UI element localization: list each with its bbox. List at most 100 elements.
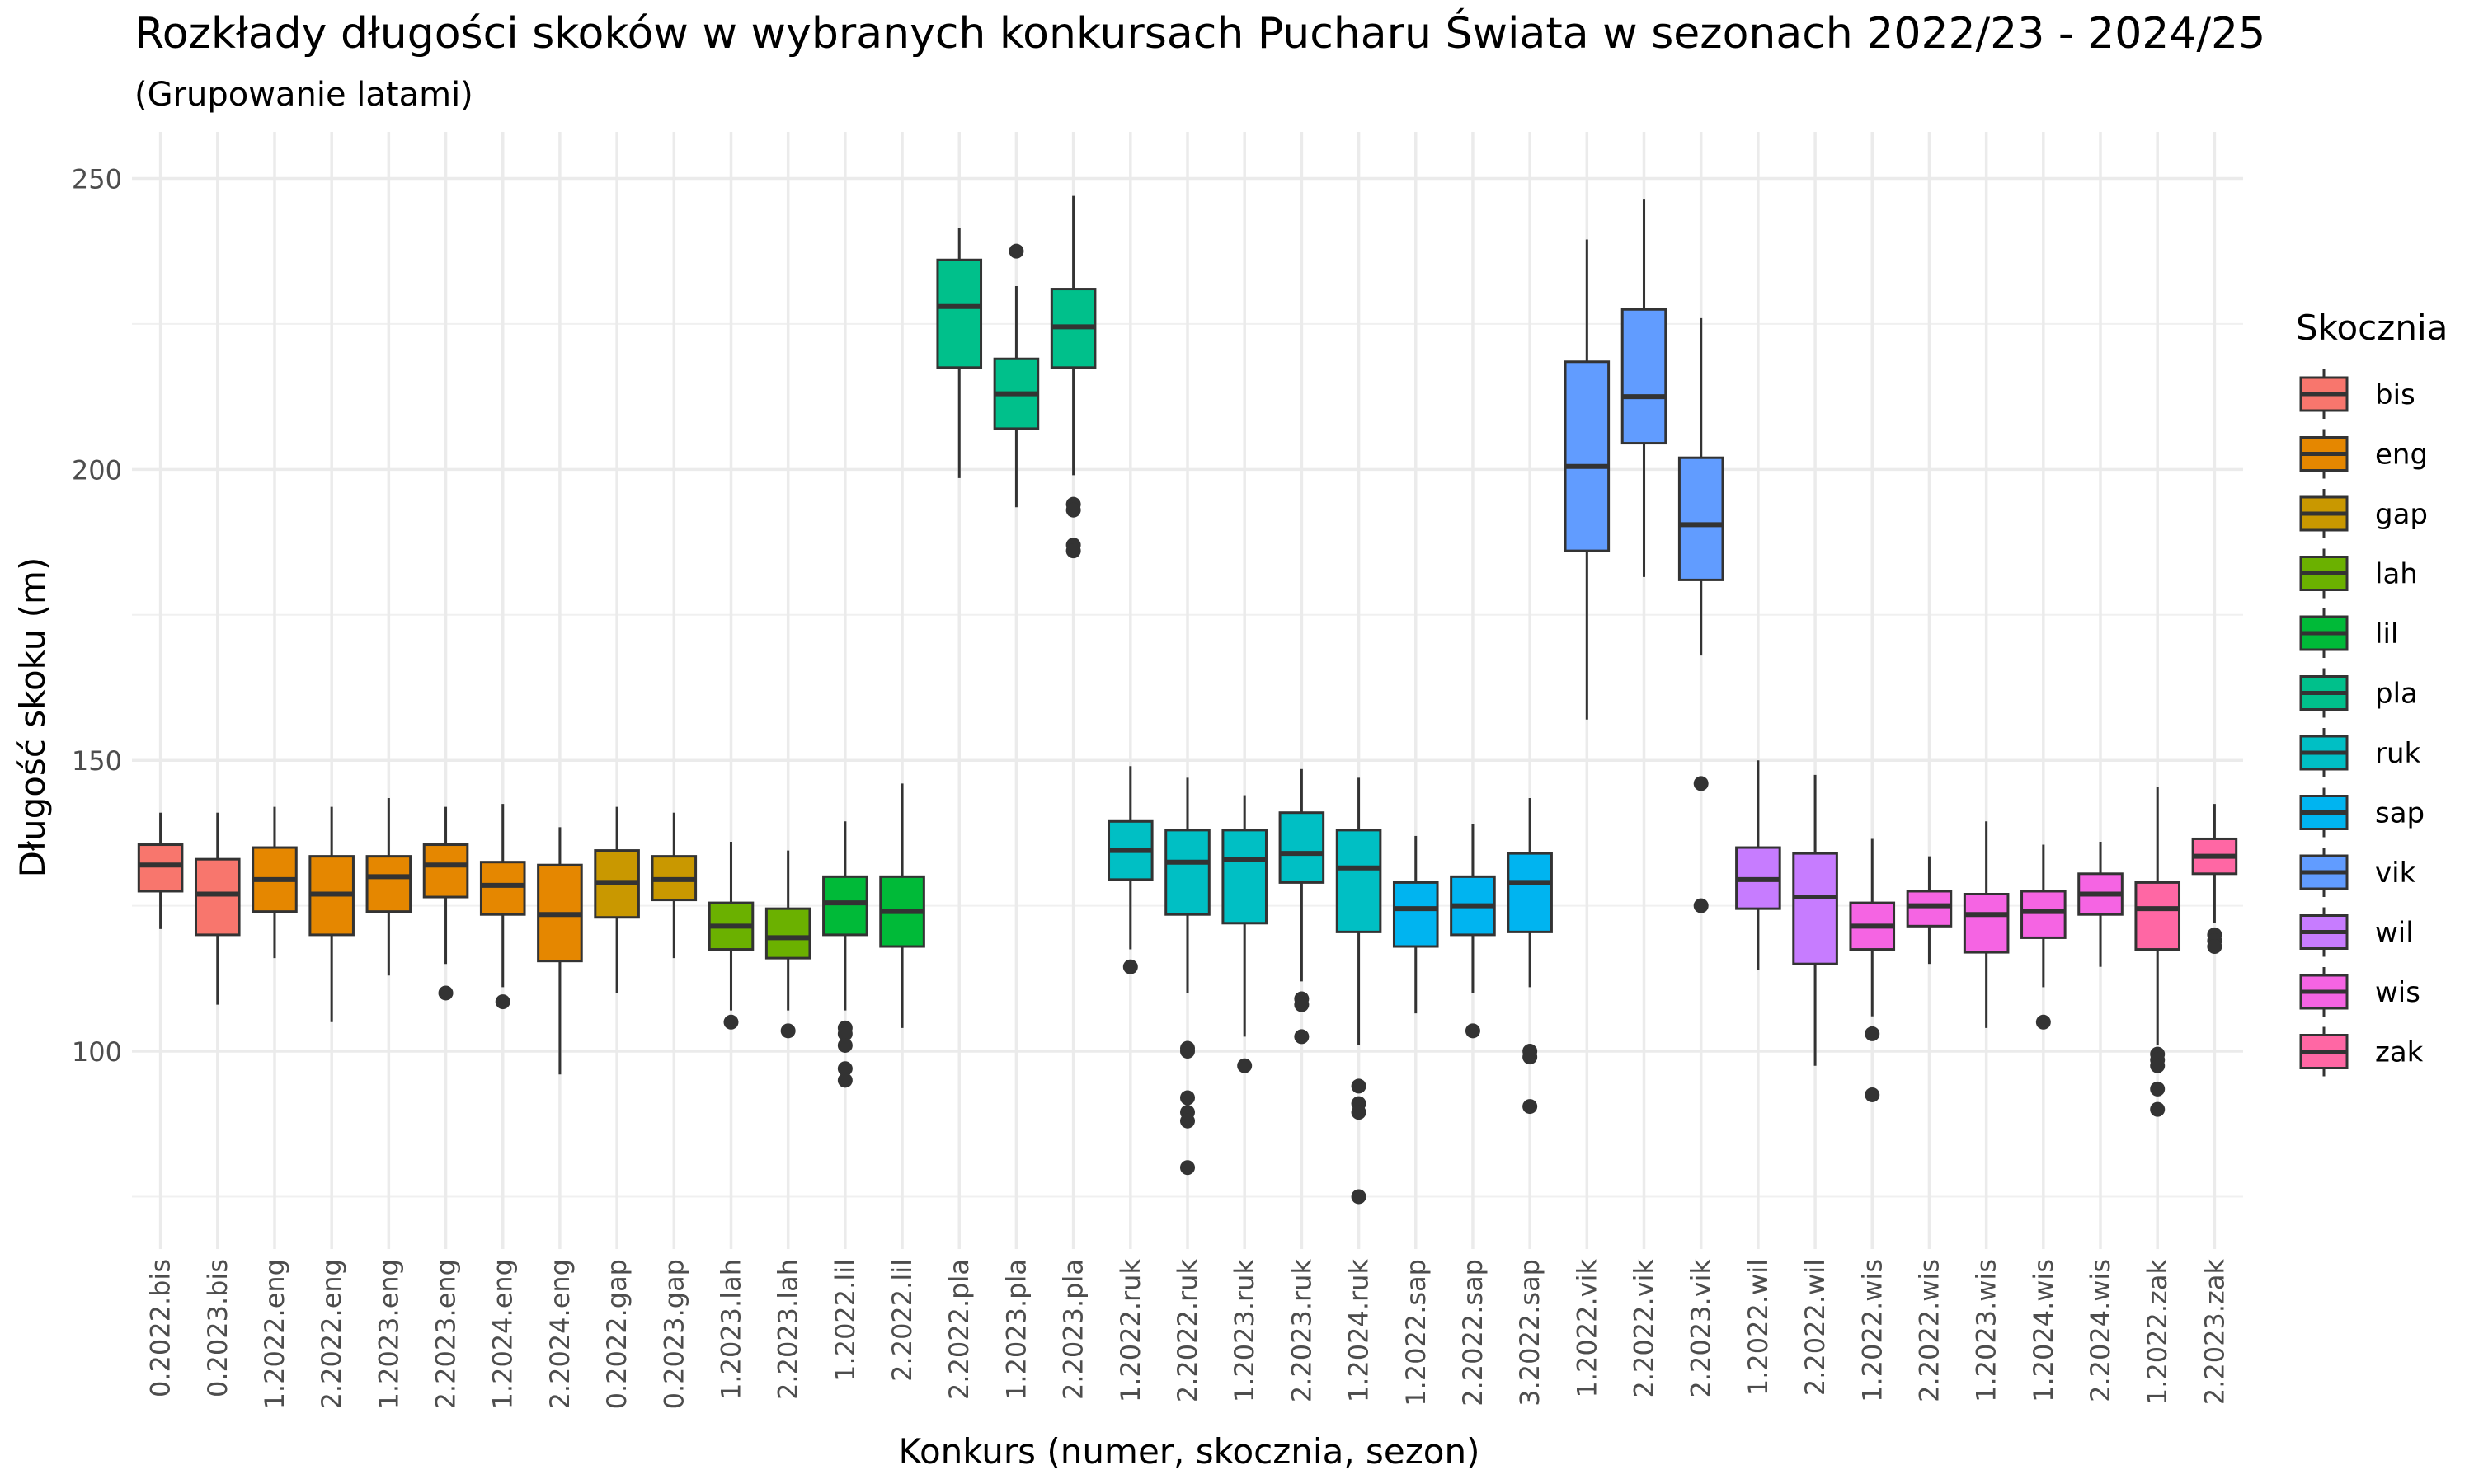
legend-item-gap: gap (2299, 489, 2428, 538)
outlier-point (2150, 1058, 2166, 1073)
outlier-point (1693, 776, 1709, 791)
x-tick-label: 2.2022.lil (887, 1259, 918, 1382)
outlier-point (2150, 1081, 2166, 1097)
box-1.2022.eng (252, 806, 298, 959)
legend: bis eng gap lah lil pla ruk sap vik wil wis zak (2299, 369, 2428, 1077)
box-2.2022.lil (879, 783, 925, 1028)
outlier-point (2207, 939, 2222, 955)
x-tick-label: 1.2022.sap (1400, 1259, 1432, 1407)
legend-item-eng: eng (2299, 429, 2428, 479)
x-tick-label: 2.2024.eng (544, 1259, 576, 1409)
box-2.2023.pla (1050, 195, 1097, 559)
outlier-point (780, 1023, 796, 1039)
x-tick-label: 1.2022.lil (830, 1259, 861, 1382)
y-tick-label: 150 (72, 745, 122, 777)
box-1.2023.pla (993, 243, 1040, 508)
outlier-point (1122, 959, 1138, 974)
x-tick-label: 1.2024.wis (2028, 1259, 2059, 1402)
box-1.2023.eng (365, 798, 412, 976)
box-body (1677, 456, 1724, 581)
legend-title: Skocznia (2296, 308, 2448, 348)
x-tick-label: 1.2023.lah (715, 1259, 746, 1400)
box-1.2022.ruk (1108, 766, 1154, 974)
legend-label: ruk (2375, 737, 2421, 770)
x-tick-label: 2.2022.wil (1799, 1259, 1831, 1396)
x-tick-label: 1.2022.zak (2142, 1259, 2173, 1406)
outlier-point (1065, 543, 1081, 559)
legend-item-pla: pla (2299, 668, 2418, 718)
x-tick-label: 1.2023.ruk (1229, 1259, 1260, 1403)
outlier-point (837, 1073, 853, 1088)
box-body (2134, 881, 2181, 951)
box-2.2022.vik (1620, 199, 1667, 577)
box-body (1335, 829, 1382, 933)
legend-item-bis: bis (2299, 369, 2415, 419)
x-tick-label: 3.2022.sap (1514, 1259, 1545, 1407)
boxes (137, 195, 2238, 1205)
x-tick-label: 1.2023.wis (1971, 1259, 2002, 1402)
box-1.2024.wis (2020, 844, 2067, 1030)
legend-item-lah: lah (2299, 548, 2418, 599)
outlier-point (837, 1061, 853, 1077)
outlier-point (1180, 1044, 1195, 1059)
outlier-point (1180, 1113, 1195, 1129)
box-2.2022.wil (1792, 774, 1838, 1066)
legend-item-lil: lil (2299, 608, 2398, 658)
x-tick-label: 2.2023.pla (1058, 1259, 1089, 1400)
box-body (1507, 852, 1553, 933)
x-tick-label: 1.2023.eng (373, 1259, 404, 1409)
x-tick-label: 0.2023.gap (658, 1259, 689, 1409)
x-tick-label: 1.2024.eng (487, 1259, 519, 1409)
box-body (1278, 811, 1325, 884)
box-2.2024.wis (2077, 841, 2124, 967)
x-tick-label: 0.2023.bis (202, 1259, 233, 1397)
box-2.2023.ruk (1278, 768, 1325, 1045)
box-body (137, 843, 184, 893)
x-tick-label: 0.2022.bis (145, 1259, 176, 1397)
box-1.2022.lil (822, 821, 868, 1088)
x-axis-title: Konkurs (numer, skocznia, sezon) (899, 1431, 1480, 1472)
box-body (936, 258, 983, 369)
x-tick-label: 2.2024.wis (2085, 1259, 2116, 1402)
box-0.2022.bis (137, 812, 184, 929)
box-1.2022.zak (2134, 786, 2181, 1117)
x-tick-label: 2.2022.ruk (1172, 1259, 1203, 1403)
legend-label: lah (2375, 558, 2418, 591)
legend-label: vik (2375, 857, 2416, 890)
box-body (1963, 893, 2010, 954)
outlier-point (1522, 1099, 1538, 1115)
legend-item-sap: sap (2299, 787, 2425, 838)
box-2.2023.zak (2191, 804, 2238, 955)
box-1.2024.ruk (1335, 777, 1382, 1205)
outlier-point (1237, 1058, 1253, 1073)
outlier-point (1351, 1078, 1366, 1094)
x-tick-label: 1.2022.wis (1856, 1259, 1888, 1402)
box-body (365, 855, 412, 913)
chart-title: Rozkłady długości skoków w wybranych kon… (134, 7, 2265, 59)
x-tick-label: 2.2022.pla (943, 1259, 975, 1400)
y-tick-label: 250 (72, 163, 122, 195)
box-2.2023.vik (1677, 317, 1724, 913)
x-tick-label: 2.2022.eng (316, 1259, 347, 1409)
y-tick-label: 200 (72, 454, 122, 486)
box-1.2024.eng (479, 804, 526, 1010)
x-tick-label: 1.2024.ruk (1343, 1259, 1375, 1403)
box-body (822, 875, 868, 937)
y-axis-title: Długość skoku (m) (12, 557, 53, 878)
outlier-point (1522, 1050, 1538, 1065)
legend-label: lil (2375, 618, 2398, 650)
box-1.2023.wis (1963, 821, 2010, 1028)
box-body (1564, 360, 1611, 552)
box-body (1792, 852, 1838, 965)
legend-label: pla (2375, 678, 2418, 711)
outlier-point (1065, 502, 1081, 518)
y-axis-ticks: 100 150 200 250 (72, 163, 122, 1068)
outlier-point (438, 985, 454, 1001)
box-body (479, 861, 526, 916)
outlier-point (1180, 1090, 1195, 1106)
legend-label: wis (2375, 976, 2420, 1009)
x-tick-label: 2.2023.ruk (1286, 1259, 1317, 1403)
box-body (1906, 890, 1953, 928)
box-1.2022.wil (1735, 760, 1781, 970)
legend-label: sap (2375, 797, 2425, 830)
